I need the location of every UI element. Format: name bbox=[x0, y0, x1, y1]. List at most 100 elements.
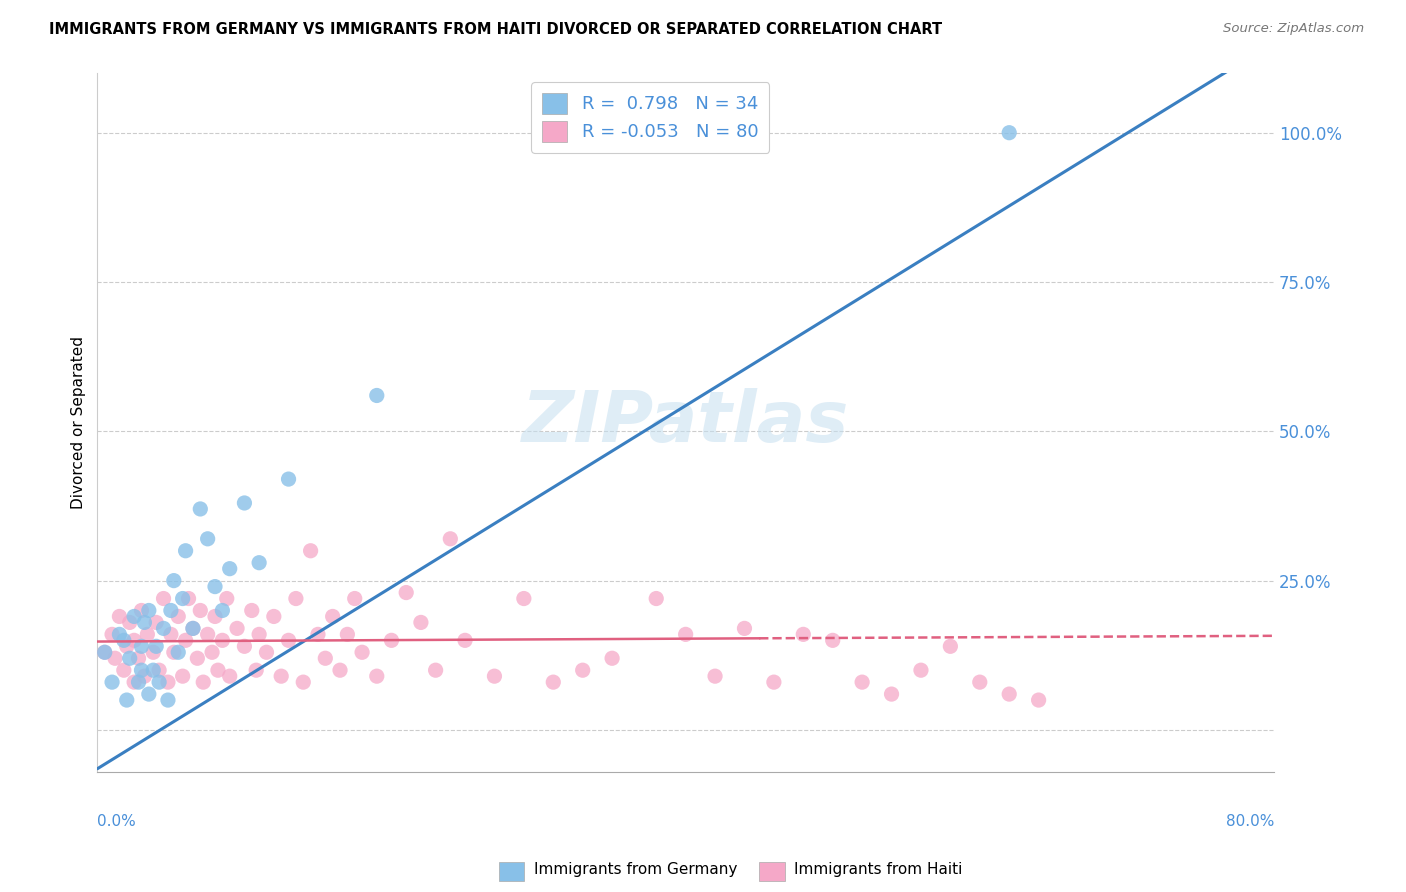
Point bbox=[134, 615, 156, 630]
Point bbox=[108, 609, 131, 624]
Point bbox=[366, 669, 388, 683]
Point bbox=[118, 615, 141, 630]
Point bbox=[322, 609, 344, 624]
Point bbox=[256, 645, 278, 659]
Point bbox=[233, 640, 256, 654]
Point bbox=[172, 591, 194, 606]
Text: 0.0%: 0.0% bbox=[97, 814, 136, 829]
Point bbox=[122, 675, 145, 690]
Point bbox=[247, 556, 270, 570]
Point bbox=[245, 663, 267, 677]
Point bbox=[484, 669, 506, 683]
Point bbox=[454, 633, 477, 648]
Point bbox=[167, 609, 190, 624]
Point bbox=[188, 502, 211, 516]
Point bbox=[163, 645, 186, 659]
Point bbox=[851, 675, 873, 690]
Point bbox=[336, 627, 359, 641]
Point bbox=[101, 627, 124, 641]
Point bbox=[148, 675, 170, 690]
Point bbox=[204, 609, 226, 624]
Point bbox=[152, 591, 174, 606]
Point bbox=[277, 633, 299, 648]
Text: ZIPatlas: ZIPatlas bbox=[522, 388, 849, 457]
Point bbox=[186, 651, 208, 665]
Point bbox=[439, 532, 461, 546]
Point bbox=[122, 609, 145, 624]
Point bbox=[112, 633, 135, 648]
Point bbox=[115, 693, 138, 707]
Point bbox=[193, 675, 215, 690]
Point bbox=[211, 633, 233, 648]
Point bbox=[998, 126, 1021, 140]
Point bbox=[263, 609, 285, 624]
Point bbox=[425, 663, 447, 677]
Point bbox=[409, 615, 432, 630]
Point bbox=[792, 627, 814, 641]
Point bbox=[197, 532, 219, 546]
Point bbox=[163, 574, 186, 588]
Point bbox=[226, 621, 249, 635]
Point bbox=[380, 633, 402, 648]
Point bbox=[134, 669, 156, 683]
Point bbox=[101, 675, 124, 690]
Point bbox=[352, 645, 374, 659]
Point bbox=[160, 627, 183, 641]
Text: Immigrants from Germany: Immigrants from Germany bbox=[534, 863, 738, 877]
Y-axis label: Divorced or Separated: Divorced or Separated bbox=[72, 336, 86, 508]
Point bbox=[145, 640, 167, 654]
Point bbox=[215, 591, 238, 606]
Point bbox=[174, 633, 197, 648]
Point bbox=[138, 687, 160, 701]
Point bbox=[939, 640, 962, 654]
Point bbox=[156, 693, 179, 707]
Point bbox=[128, 675, 150, 690]
Point bbox=[240, 603, 263, 617]
Point bbox=[292, 675, 315, 690]
Point bbox=[307, 627, 329, 641]
Point bbox=[233, 496, 256, 510]
Point bbox=[600, 651, 623, 665]
Point bbox=[207, 663, 229, 677]
Point bbox=[880, 687, 903, 701]
Point bbox=[138, 603, 160, 617]
Point bbox=[733, 621, 755, 635]
Point bbox=[329, 663, 352, 677]
Point bbox=[247, 627, 270, 641]
Point bbox=[131, 603, 153, 617]
Point bbox=[998, 687, 1021, 701]
Point bbox=[277, 472, 299, 486]
Point bbox=[675, 627, 697, 641]
Point bbox=[284, 591, 307, 606]
Point bbox=[136, 627, 159, 641]
Point bbox=[218, 562, 240, 576]
Point bbox=[762, 675, 785, 690]
Point bbox=[343, 591, 366, 606]
Point bbox=[122, 633, 145, 648]
Point bbox=[181, 621, 204, 635]
Point bbox=[910, 663, 932, 677]
Point bbox=[167, 645, 190, 659]
Point bbox=[704, 669, 727, 683]
Text: Source: ZipAtlas.com: Source: ZipAtlas.com bbox=[1223, 22, 1364, 36]
Text: 80.0%: 80.0% bbox=[1226, 814, 1274, 829]
Text: IMMIGRANTS FROM GERMANY VS IMMIGRANTS FROM HAITI DIVORCED OR SEPARATED CORRELATI: IMMIGRANTS FROM GERMANY VS IMMIGRANTS FR… bbox=[49, 22, 942, 37]
Point bbox=[177, 591, 200, 606]
Point bbox=[821, 633, 844, 648]
Point bbox=[152, 621, 174, 635]
Point bbox=[131, 640, 153, 654]
Point bbox=[156, 675, 179, 690]
Point bbox=[112, 663, 135, 677]
Legend: R =  0.798   N = 34, R = -0.053   N = 80: R = 0.798 N = 34, R = -0.053 N = 80 bbox=[531, 82, 769, 153]
Point bbox=[204, 580, 226, 594]
Point bbox=[270, 669, 292, 683]
Point bbox=[131, 663, 153, 677]
Point bbox=[645, 591, 668, 606]
Point bbox=[142, 663, 165, 677]
Point bbox=[1028, 693, 1050, 707]
Point bbox=[188, 603, 211, 617]
Point bbox=[181, 621, 204, 635]
Point bbox=[93, 645, 115, 659]
Point bbox=[969, 675, 991, 690]
Point bbox=[148, 663, 170, 677]
